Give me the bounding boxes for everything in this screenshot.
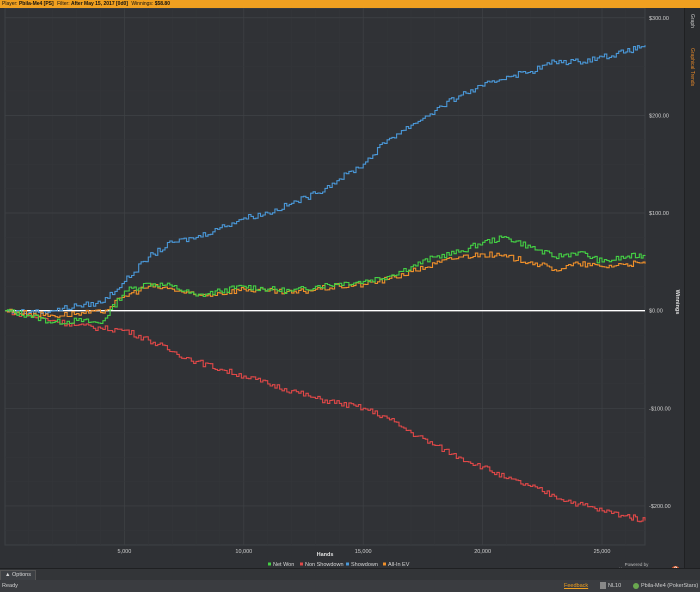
feedback-link[interactable]: Feedback: [564, 583, 589, 589]
x-tick-label: 20,000: [474, 549, 491, 555]
y-tick-label: -$100.00: [649, 406, 671, 412]
tab-graph[interactable]: Graph: [689, 14, 695, 28]
legend-label: All-In EV: [388, 562, 410, 568]
player-icon: [633, 582, 639, 589]
y-axis-label: Winnings: [674, 290, 680, 315]
y-tick-label: -$200.00: [649, 504, 671, 510]
side-tab-panel: Graph Graphical Trends: [684, 8, 700, 568]
filter-label: Filter:: [57, 1, 70, 7]
legend-label: Net Won: [273, 562, 294, 568]
tab-graphical-trends[interactable]: Graphical Trends: [689, 48, 695, 87]
caret-up-icon: ▲: [5, 572, 11, 578]
active-player[interactable]: Pbila-Me4 (PokerStars): [633, 580, 698, 592]
legend-swatch: [268, 562, 271, 566]
x-tick-label: 10,000: [235, 549, 252, 555]
series-line-showdown: [5, 45, 646, 316]
series-line-all-in-ev: [5, 251, 646, 318]
legend-swatch: [346, 562, 349, 566]
x-axis-label: Hands: [317, 552, 334, 558]
stake-label: NL10: [608, 583, 622, 589]
series-line-non-showdown: [5, 310, 646, 523]
status-text: Ready: [2, 583, 18, 589]
winnings-value: $58.80: [154, 1, 170, 7]
plot-background: [4, 7, 646, 546]
y-tick-label: $300.00: [649, 16, 669, 22]
series-line-net-won: [5, 235, 646, 325]
winnings-chart: 5,000 10,000 15,000 20,000 25,000 $300.00 $200…: [4, 7, 680, 568]
options-bar: ▲ Options: [0, 568, 700, 581]
player-label: Player:: [2, 1, 18, 7]
y-tick-label: $200.00: [649, 113, 669, 119]
y-tick-label: $100.00: [649, 211, 669, 217]
legend: Net Won Non Showdown Showdown All-In EV: [268, 562, 410, 568]
status-bar: Ready Feedback NL10 Pbila-Me4 (PokerStar…: [0, 580, 700, 592]
legend-label: Showdown: [351, 562, 378, 568]
chart-area: 5,000 10,000 15,000 20,000 25,000 $300.00 $200…: [0, 7, 684, 568]
legend-label: Non Showdown: [305, 562, 344, 568]
stake-indicator[interactable]: NL10: [600, 580, 621, 592]
player-value: Pbila-Me4 [PS]: [18, 1, 54, 7]
player-name: Pbila-Me4 (PokerStars): [641, 583, 699, 589]
winnings-label: Winnings:: [131, 1, 154, 7]
y-tick-label: $0.00: [649, 309, 663, 315]
legend-swatch: [383, 562, 386, 566]
x-tick-label: 25,000: [594, 549, 611, 555]
filter-bar: Player: Pbila-Me4 [PS] Filter: After May…: [0, 0, 700, 8]
filter-value: After May 15, 2017 [0d0]: [70, 1, 128, 7]
powered-by-text: Powered by: [624, 562, 649, 567]
options-label: Options: [11, 572, 31, 578]
x-tick-label: 5,000: [118, 549, 132, 555]
x-tick-label: 15,000: [355, 549, 372, 555]
stake-icon: [600, 582, 606, 590]
legend-swatch: [300, 562, 303, 566]
